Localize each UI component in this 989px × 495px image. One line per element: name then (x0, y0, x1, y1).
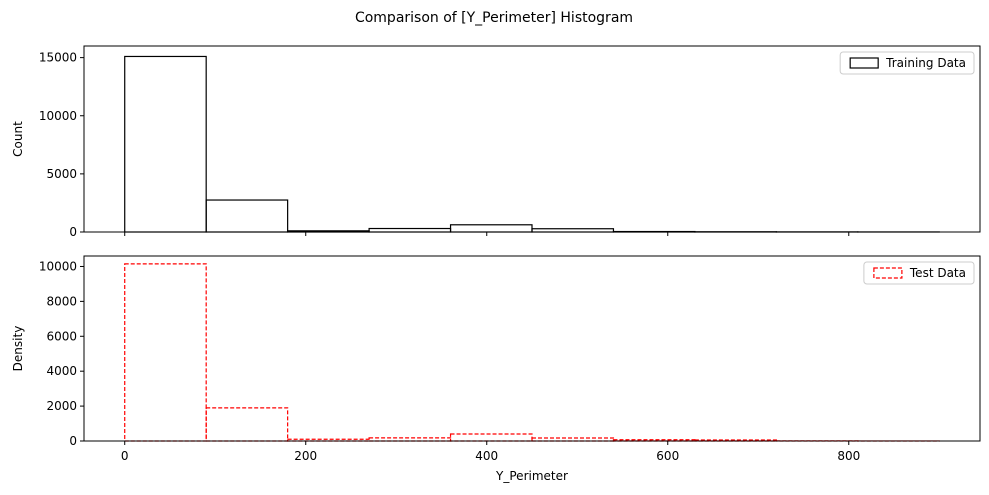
test-y-tick-label: 2000 (46, 399, 77, 413)
test-bars (124, 263, 940, 442)
test-y-ticks: 0 2000 4000 6000 8000 10000 (39, 259, 84, 448)
training-bar (205, 199, 289, 233)
test-y-tick-label: 4000 (46, 364, 77, 378)
training-bar (124, 55, 207, 233)
test-legend: Test Data (863, 261, 975, 285)
training-legend-swatch (849, 57, 879, 69)
test-y-tick-label: 8000 (46, 294, 77, 308)
test-y-tick-label: 0 (69, 434, 77, 448)
training-legend-label: Training Data (885, 56, 966, 70)
training-bar (368, 227, 452, 233)
test-bar (124, 263, 207, 442)
figure-title: Comparison of [Y_Perimeter] Histogram (355, 10, 633, 26)
test-x-tick-label: 600 (656, 449, 679, 463)
training-y-tick-label: 10000 (39, 109, 77, 123)
test-legend-swatch (873, 267, 903, 279)
training-y-tick-label: 15000 (39, 51, 77, 65)
test-bar (449, 433, 533, 442)
training-histogram-panel: 0 5000 10000 15000 Count Training Data (11, 45, 981, 239)
test-x-tick-label: 400 (475, 449, 498, 463)
training-y-tick-label: 0 (69, 225, 77, 239)
test-x-tick-label: 800 (837, 449, 860, 463)
training-bar (449, 224, 533, 233)
test-histogram-panel: 0 2000 4000 6000 8000 10000 0 200 400 600 800 Den… (11, 255, 981, 483)
test-x-tick-label: 0 (121, 449, 129, 463)
test-x-tick-label: 200 (294, 449, 317, 463)
training-bars (124, 55, 940, 233)
training-y-tick-label: 5000 (46, 167, 77, 181)
test-plot-frame (83, 255, 981, 442)
test-y-tick-label: 6000 (46, 329, 77, 343)
training-y-axis-label: Count (11, 121, 25, 157)
test-legend-label: Test Data (909, 266, 966, 280)
training-y-ticks: 0 5000 10000 15000 (39, 51, 84, 239)
test-x-ticks: 0 200 400 600 800 (121, 441, 860, 463)
test-y-axis-label: Density (11, 326, 25, 372)
training-legend: Training Data (839, 51, 975, 75)
training-x-ticks (124, 232, 850, 236)
test-x-axis-label: Y_Perimeter (495, 469, 568, 483)
test-y-tick-label: 10000 (39, 259, 77, 273)
test-bar (205, 407, 289, 442)
training-plot-frame (83, 45, 981, 233)
